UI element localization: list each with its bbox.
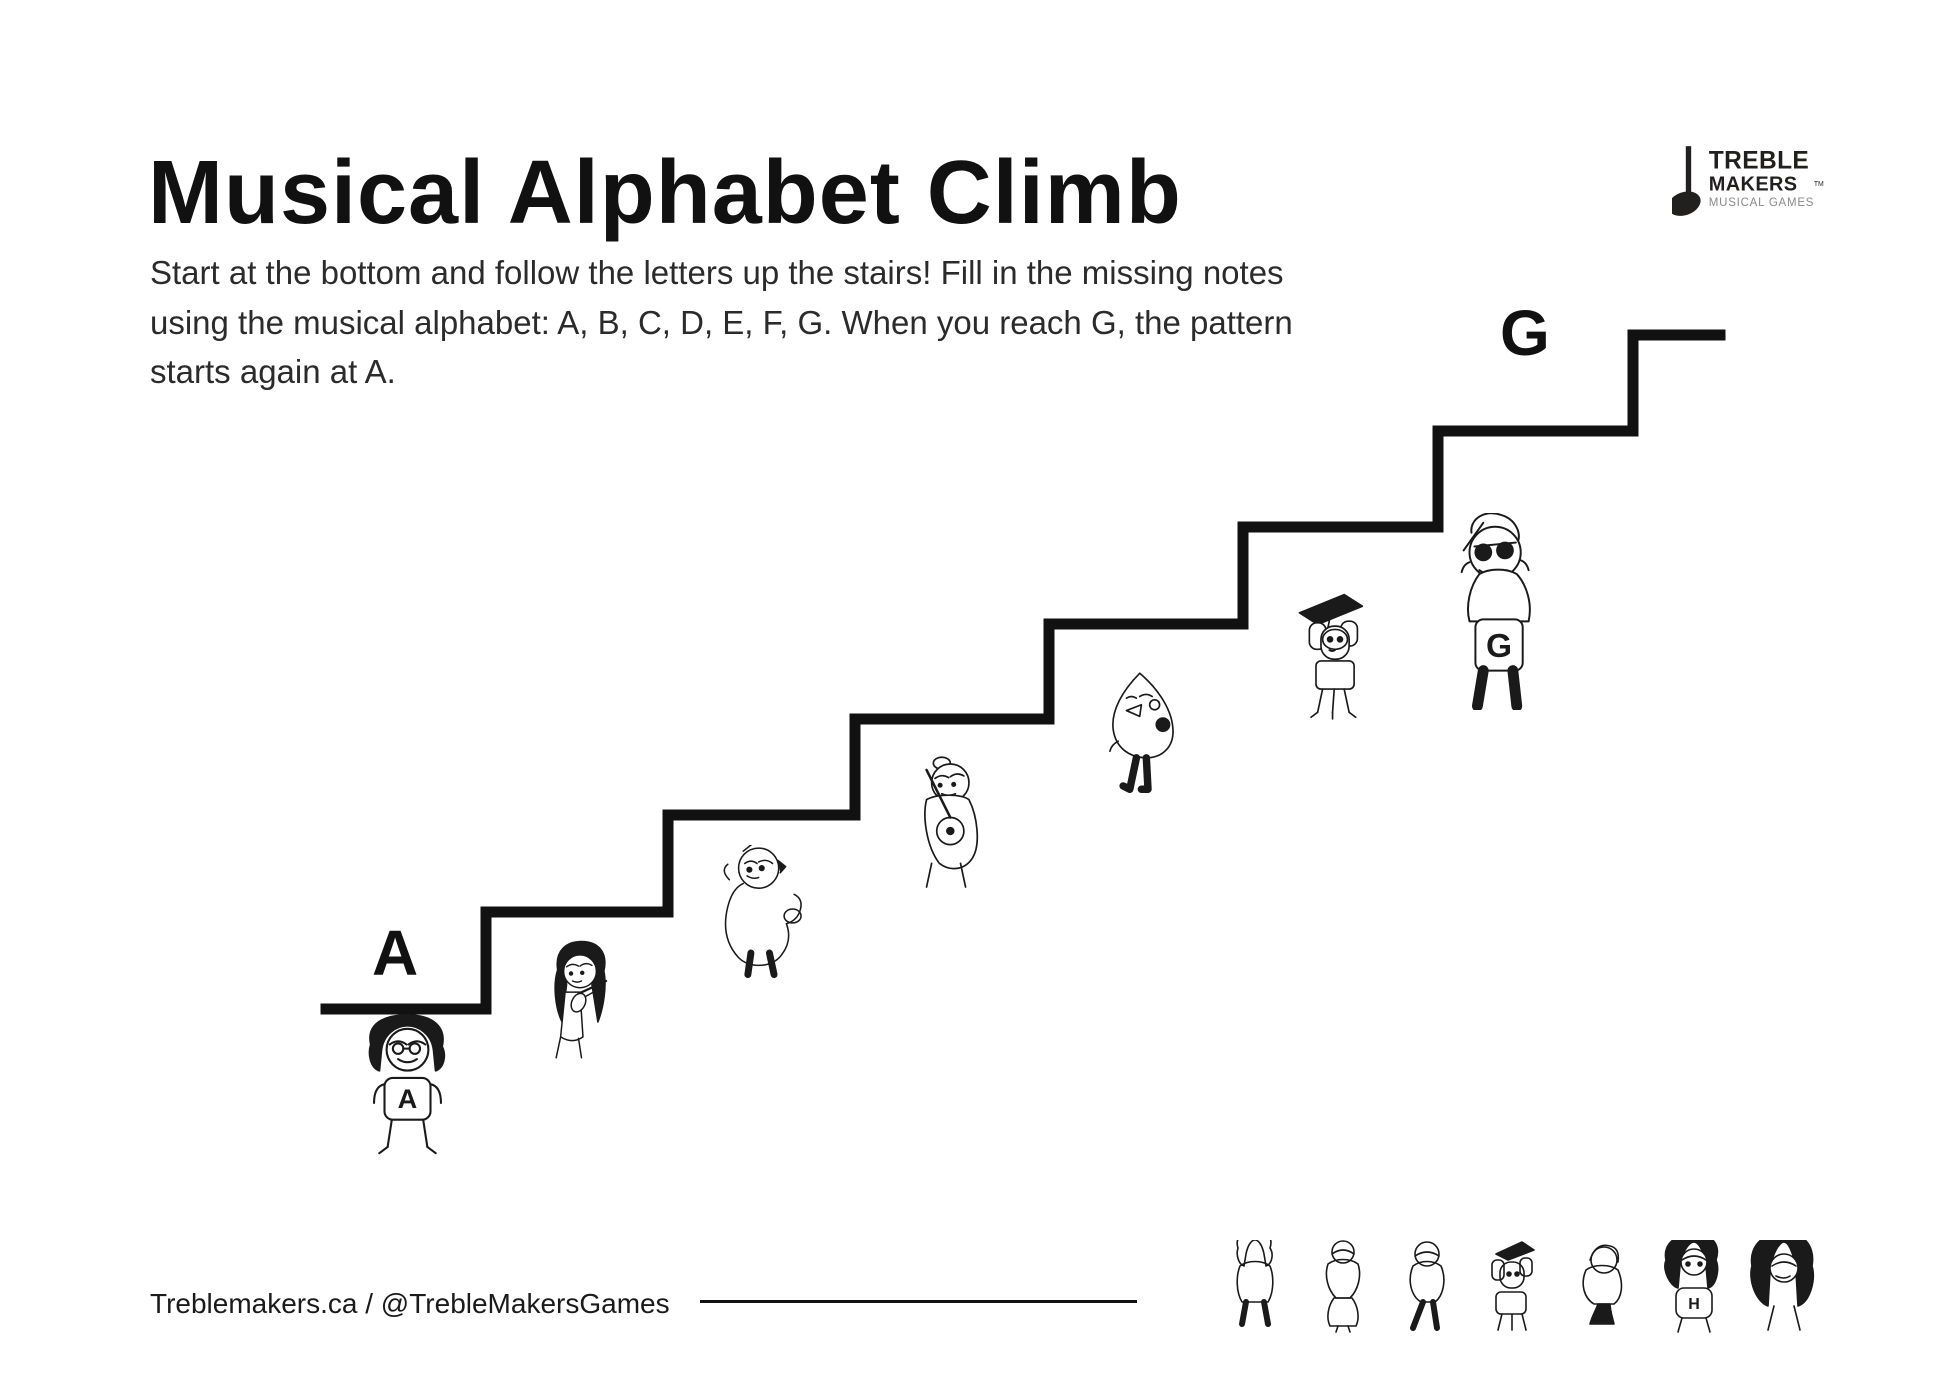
svg-text:A: A <box>398 1083 418 1114</box>
svg-text:G: G <box>1486 628 1512 665</box>
svg-text:H: H <box>1688 1296 1700 1313</box>
